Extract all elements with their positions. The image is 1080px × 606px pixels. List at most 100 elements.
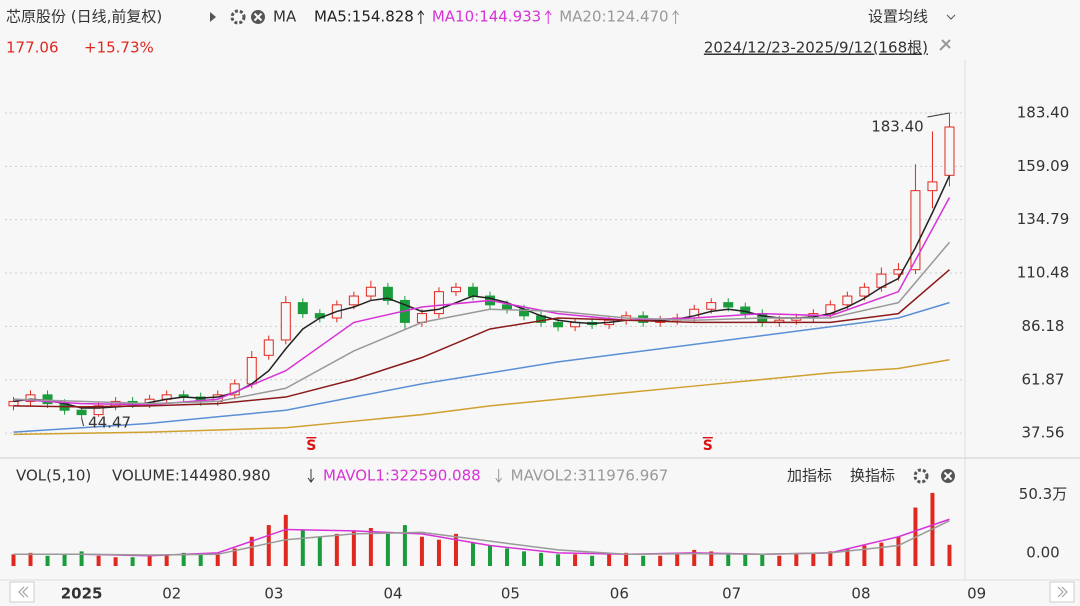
- legend-arrow: [495, 469, 503, 483]
- volume-bar: [896, 536, 901, 566]
- candle-body: [910, 190, 921, 271]
- volume-bar: [522, 551, 527, 566]
- y-tick-label: 183.40: [1017, 103, 1070, 121]
- volume-bar: [198, 554, 203, 566]
- scroll-right[interactable]: [1049, 581, 1075, 603]
- candle-body: [93, 405, 104, 416]
- x-tick-label: 06: [610, 585, 629, 603]
- volume-bar: [164, 554, 169, 566]
- candle-body: [348, 295, 359, 306]
- y-tick-label: 134.79: [1017, 210, 1070, 228]
- legend-arrow: [672, 10, 679, 24]
- dropdown-icon[interactable]: [210, 12, 216, 22]
- annotation-arrow: [81, 417, 85, 427]
- volume-bar: [879, 542, 884, 566]
- candle-body: [553, 321, 564, 328]
- candle-body: [365, 286, 376, 297]
- pin-icon[interactable]: [939, 39, 951, 51]
- ma-line: [13, 358, 950, 436]
- volume-bar: [130, 557, 135, 566]
- volume-bar: [96, 555, 101, 566]
- volume-bar: [539, 552, 544, 566]
- legend-entry: MA20:124.470: [559, 8, 668, 26]
- volume-bar: [28, 552, 33, 566]
- x-tick-label: 02: [162, 585, 181, 603]
- x-tick-label: 04: [383, 585, 402, 603]
- scroll-left[interactable]: [9, 581, 35, 603]
- volume-bar: [215, 552, 220, 566]
- volume-bar: [845, 548, 850, 566]
- settings-button[interactable]: 设置均线: [868, 8, 928, 26]
- volume-title: VOL(5,10): [16, 467, 91, 485]
- volume-bar: [794, 554, 799, 566]
- y-tick-label: 61.87: [1022, 370, 1065, 388]
- y-tick-label: 37.56: [1022, 424, 1065, 442]
- annotation: 44.47: [88, 413, 131, 431]
- indicator-name: MA: [273, 8, 297, 26]
- volume-bar: [402, 525, 407, 566]
- ma-line: [13, 301, 950, 433]
- volume-bar: [419, 536, 424, 566]
- volume-bar: [232, 548, 237, 566]
- volume-legend: MAVOL1:322590.088 MAVOL2:311976.967: [307, 467, 669, 485]
- x-tick-label: 2025: [61, 585, 103, 603]
- volume-bar: [317, 536, 322, 566]
- volume-bar: [607, 554, 612, 566]
- candle-body: [706, 302, 717, 310]
- legend-arrow: [544, 10, 552, 24]
- candle-body: [467, 286, 478, 297]
- volume-bar: [436, 539, 441, 566]
- volume-bar: [45, 555, 50, 566]
- candle-body: [382, 286, 393, 301]
- volume-close-x: [943, 471, 953, 481]
- volume-bar: [11, 554, 16, 566]
- volume-bar: [368, 528, 373, 566]
- x-tick-label: 05: [501, 585, 520, 603]
- candle-body: [842, 295, 853, 306]
- x-tick-label: 08: [851, 585, 870, 603]
- mavol-line: [13, 520, 950, 556]
- legend: MA5:154.828 MA10:144.933 MA20:124.470: [314, 8, 679, 26]
- volume-bar: [334, 533, 339, 566]
- volume-bar: [828, 551, 833, 566]
- candle-body: [927, 181, 938, 192]
- settings-icon[interactable]: [230, 9, 246, 25]
- legend-entry: MA5:154.828: [314, 8, 414, 26]
- x-tick-label: 07: [722, 585, 741, 603]
- annotation: 183.40: [871, 117, 924, 135]
- volume-bar: [470, 542, 475, 566]
- volume-bar: [641, 555, 646, 566]
- volume-bar: [862, 545, 867, 566]
- candle-body: [229, 383, 240, 396]
- candle-body: [297, 302, 308, 315]
- candle-body: [76, 409, 87, 416]
- volume-bar: [385, 533, 390, 566]
- volume-bar: [62, 554, 67, 566]
- legend-entry: MAVOL2:311976.967: [511, 467, 669, 485]
- volume-bar: [709, 551, 714, 566]
- volume-bar: [300, 529, 305, 566]
- volume-bar: [675, 554, 680, 566]
- legend-entry: MAVOL1:322590.088: [323, 467, 481, 485]
- candle-body: [502, 304, 513, 310]
- volume-bar: [777, 555, 782, 566]
- signal-marker: S: [306, 438, 316, 454]
- volume-bar: [573, 554, 578, 566]
- candle-body: [723, 302, 734, 308]
- volume-label: VOLUME:144980.980: [112, 467, 271, 485]
- price: 177.06: [6, 39, 59, 57]
- change: +15.73%: [84, 39, 154, 57]
- chart-title: 芯原股份 (日线,前复权): [6, 8, 162, 26]
- x-tick-label: 03: [264, 585, 283, 603]
- add-indicator[interactable]: 加指标: [787, 467, 832, 485]
- candle-body: [280, 302, 291, 341]
- signal-marker: S: [703, 438, 713, 454]
- y-tick-label: 110.48: [1017, 264, 1070, 282]
- scroll-right-icon: [1057, 586, 1068, 598]
- volume-settings[interactable]: [913, 468, 929, 484]
- ma-line: [13, 241, 951, 405]
- switch-indicator[interactable]: 换指标: [850, 467, 895, 485]
- candle-body: [246, 357, 257, 385]
